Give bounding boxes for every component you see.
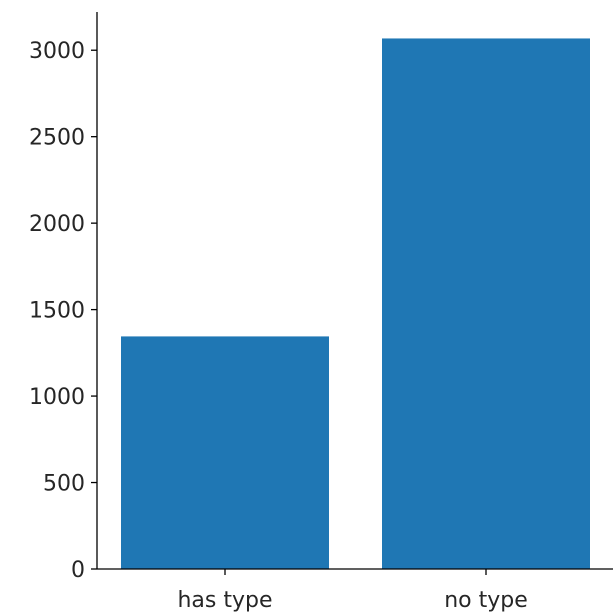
bar-no-type [382,38,590,569]
bars-group [121,38,590,569]
x-tick-label: has type [177,588,272,613]
y-tick-label: 1500 [29,299,85,324]
bar-has-type [121,336,329,569]
y-axis-ticks: 0 500 1000 1500 2000 2500 3000 [29,39,97,583]
y-tick-label: 3000 [29,39,85,64]
x-axis-ticks: has type no type [177,569,528,613]
y-tick-label: 2500 [29,126,85,151]
y-tick-label: 500 [43,472,85,497]
y-tick-label: 0 [71,558,85,583]
x-tick-label: no type [444,588,528,613]
y-tick-label: 2000 [29,212,85,237]
y-tick-label: 1000 [29,385,85,410]
